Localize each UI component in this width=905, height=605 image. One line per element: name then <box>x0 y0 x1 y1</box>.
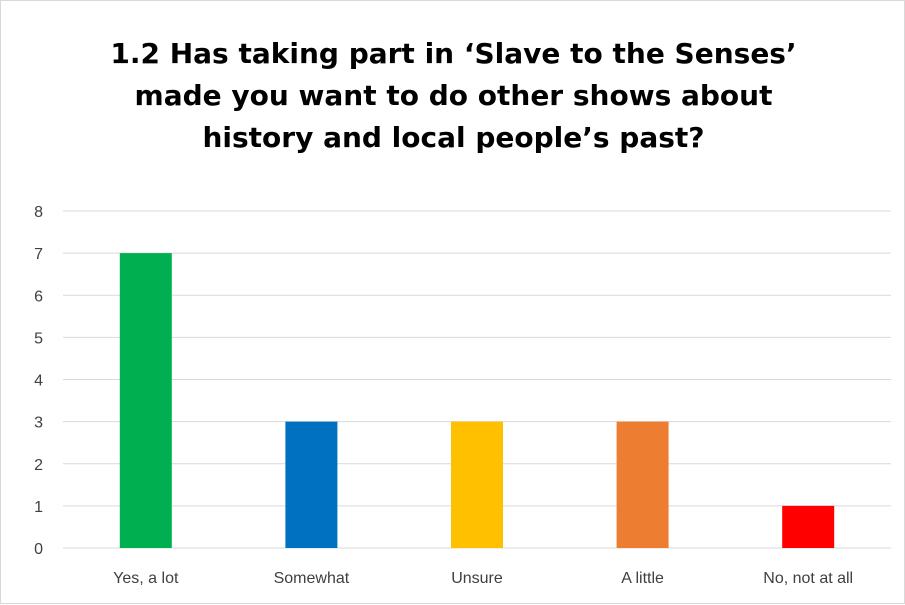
y-tick-label: 4 <box>34 373 43 390</box>
x-tick-label: Somewhat <box>274 570 350 587</box>
y-tick-label: 3 <box>34 415 43 432</box>
x-tick-label: Unsure <box>451 570 503 587</box>
bar-yes-a-lot <box>120 253 172 548</box>
y-tick-label: 0 <box>34 541 43 558</box>
y-tick-label: 6 <box>34 288 43 305</box>
y-tick-label: 5 <box>34 330 43 347</box>
bar-a-little <box>617 422 669 548</box>
y-tick-label: 7 <box>34 246 43 263</box>
bar-no-not-at-all <box>782 506 834 548</box>
y-tick-label: 8 <box>34 204 43 221</box>
bar-unsure <box>451 422 503 548</box>
x-tick-label: No, not at all <box>763 570 853 587</box>
bar-somewhat <box>285 422 337 548</box>
y-tick-label: 2 <box>34 457 43 474</box>
x-tick-label: A little <box>621 570 664 587</box>
y-tick-label: 1 <box>34 499 43 516</box>
x-tick-label: Yes, a lot <box>113 570 179 587</box>
